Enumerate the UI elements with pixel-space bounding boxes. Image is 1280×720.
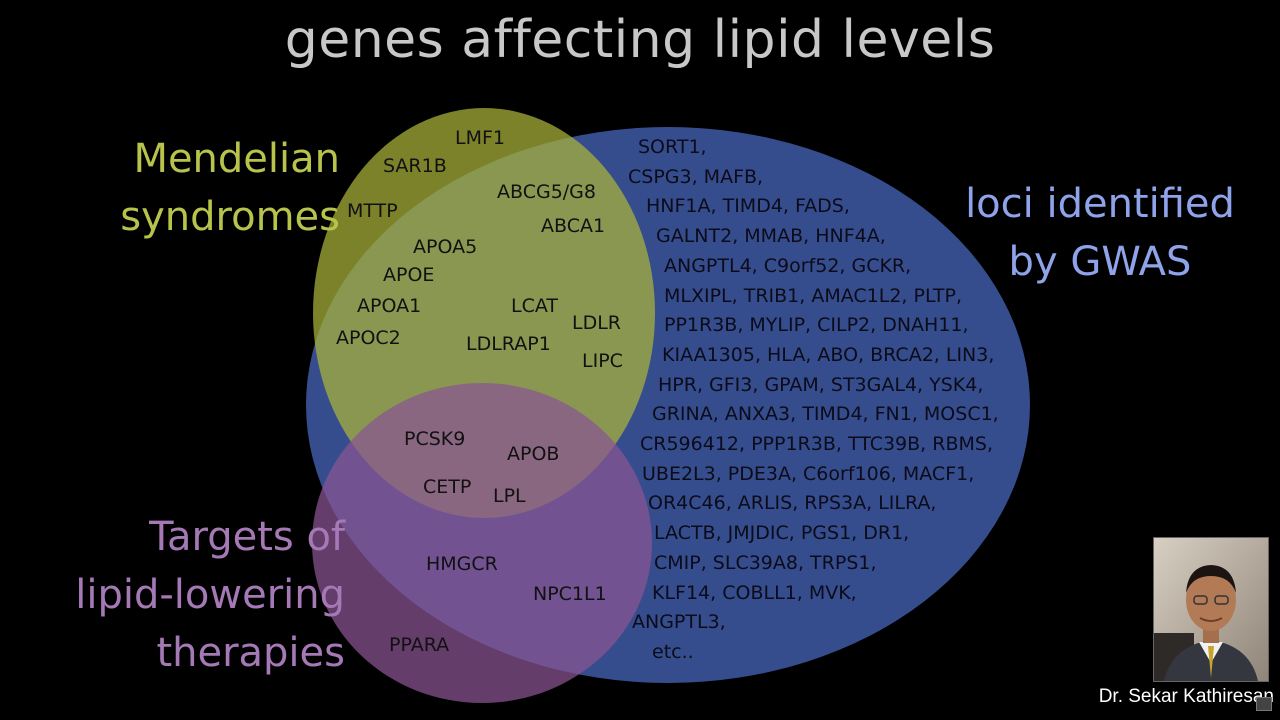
gene-label: ABCG5/G8 [497,181,596,203]
gene-label: CETP [423,476,472,498]
gwas-set-label: loci identified by GWAS [950,175,1250,291]
targets-label-line: Targets of [149,514,345,560]
mendelian-label-line: Mendelian [133,136,340,182]
gwas-gene-line: CMIP, SLC39A8, TRPS1, [654,551,877,574]
gwas-gene-line: CR596412, PPP1R3B, TTC39B, RBMS, [640,433,993,455]
gwas-gene-line: PP1R3B, MYLIP, CILP2, DNAH11, [664,314,969,337]
gene-label: LDLR [572,312,622,334]
targets-set-label: Targets of lipid-lowering therapies [0,508,345,682]
gwas-gene-line: CSPG3, MAFB, [628,165,764,188]
speaker-photo [1153,537,1269,682]
gwas-gene-line: ANGPTL3, [632,611,726,634]
gene-label: LIPC [582,350,623,372]
gwas-gene-line: UBE2L3, PDE3A, C6orf106, MACF1, [642,462,975,485]
gwas-gene-line: etc.. [652,640,694,663]
gwas-gene-line: LACTB, JMJDIC, PGS1, DR1, [654,522,910,545]
gwas-label-line: by GWAS [1008,239,1192,285]
speaker-portrait-image [1154,538,1268,681]
gwas-label-line: loci identified [965,181,1235,227]
corner-widget-icon [1256,697,1272,711]
gene-label: LDLRAP1 [466,333,551,355]
speaker-caption: Dr. Sekar Kathiresan [1098,686,1274,707]
gwas-gene-line: HNF1A, TIMD4, FADS, [646,195,850,218]
gwas-gene-line: KLF14, COBLL1, MVK, [652,581,857,604]
gene-label: APOA5 [413,236,478,258]
gene-label: APOE [383,264,435,286]
targets-label-line: therapies [156,630,345,676]
gene-label: LMF1 [455,127,505,149]
mendelian-label-line: syndromes [120,194,340,240]
gwas-gene-line: ANGPTL4, C9orf52, GCKR, [664,254,912,277]
gwas-gene-line: GALNT2, MMAB, HNF4A, [656,225,886,248]
gwas-gene-line: OR4C46, ARLIS, RPS3A, LILRA, [648,492,937,515]
gene-label: PPARA [389,634,450,656]
slide-title: genes affecting lipid levels [284,10,996,70]
gene-label: APOB [507,443,560,465]
gene-label: ABCA1 [541,215,606,237]
gene-label: APOC2 [336,327,401,349]
gene-label: LPL [493,485,526,507]
gwas-gene-line: MLXIPL, TRIB1, AMAC1L2, PLTP, [664,284,963,307]
gene-label: NPC1L1 [533,583,607,605]
gene-label: HMGCR [426,553,498,575]
gene-label: LCAT [511,295,558,317]
gwas-gene-line: HPR, GFI3, GPAM, ST3GAL4, YSK4, [658,373,984,396]
gwas-gene-line: SORT1, [638,136,707,158]
gene-label: APOA1 [357,295,422,317]
mendelian-set-label: Mendelian syndromes [40,130,340,246]
targets-set-ellipse [312,383,652,703]
gene-label: SAR1B [383,155,447,177]
gwas-gene-line: KIAA1305, HLA, ABO, BRCA2, LIN3, [662,343,995,366]
gene-label: PCSK9 [404,428,466,450]
gene-label: MTTP [347,200,398,222]
gwas-gene-line: GRINA, ANXA3, TIMD4, FN1, MOSC1, [652,403,999,426]
targets-label-line: lipid-lowering [75,572,345,618]
